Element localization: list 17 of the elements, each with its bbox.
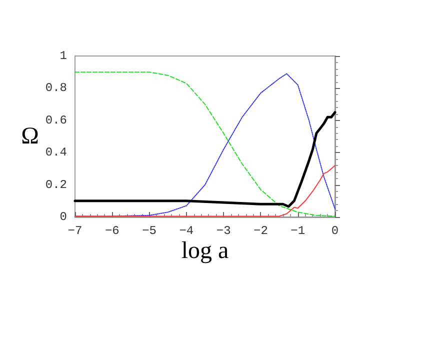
x-tick-label: −3 xyxy=(216,224,231,238)
y-tick-label: 0.6 xyxy=(45,113,67,128)
y-tick-label: 0.8 xyxy=(45,81,67,96)
y-tick-label: 0.4 xyxy=(45,146,67,160)
x-tick-label: −7 xyxy=(68,224,82,238)
y-tick-label: 0.2 xyxy=(45,178,67,192)
x-axis-title: log a xyxy=(181,238,230,264)
line-series xyxy=(74,111,336,208)
x-tick-label: −4 xyxy=(179,224,194,238)
y-tick-label: 1 xyxy=(60,49,67,63)
y-tick-label: 0 xyxy=(60,210,67,224)
x-tick-label: −6 xyxy=(104,224,120,238)
x-tick-label: −2 xyxy=(254,224,268,238)
x-tick-label: 0 xyxy=(331,224,339,238)
x-tick-label: −5 xyxy=(142,224,156,238)
y-axis-title: Ω xyxy=(21,124,39,150)
x-tick-label: −1 xyxy=(290,224,306,238)
